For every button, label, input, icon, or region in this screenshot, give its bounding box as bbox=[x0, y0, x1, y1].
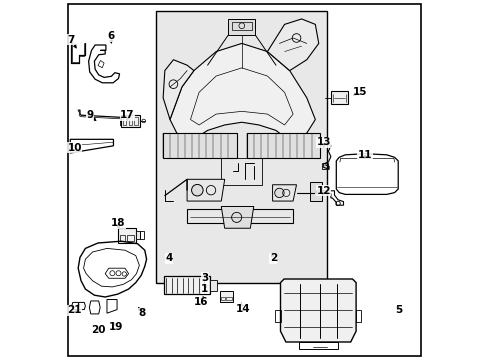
Polygon shape bbox=[267, 19, 318, 71]
Text: 18: 18 bbox=[110, 218, 125, 228]
Bar bbox=[156, 11, 326, 283]
Text: 7: 7 bbox=[67, 35, 75, 45]
Text: 1: 1 bbox=[201, 284, 208, 294]
Polygon shape bbox=[136, 231, 140, 239]
Polygon shape bbox=[170, 44, 315, 141]
Text: 6: 6 bbox=[107, 31, 115, 41]
Text: 9: 9 bbox=[86, 110, 93, 120]
Polygon shape bbox=[163, 133, 236, 158]
Text: 16: 16 bbox=[193, 297, 207, 307]
Polygon shape bbox=[187, 179, 224, 201]
Text: 11: 11 bbox=[357, 150, 371, 160]
Circle shape bbox=[191, 184, 203, 196]
Polygon shape bbox=[330, 91, 347, 104]
Circle shape bbox=[274, 188, 284, 198]
Text: 17: 17 bbox=[120, 110, 135, 120]
Text: 14: 14 bbox=[235, 303, 249, 314]
Polygon shape bbox=[121, 115, 140, 127]
Polygon shape bbox=[210, 280, 216, 291]
Text: 4: 4 bbox=[165, 253, 172, 264]
Polygon shape bbox=[221, 207, 253, 228]
Polygon shape bbox=[163, 276, 210, 294]
Circle shape bbox=[239, 23, 244, 29]
Text: 21: 21 bbox=[67, 305, 81, 315]
Polygon shape bbox=[228, 19, 255, 35]
Text: 3: 3 bbox=[201, 273, 208, 283]
Text: 10: 10 bbox=[67, 143, 81, 153]
Text: 5: 5 bbox=[395, 305, 402, 315]
Text: 2: 2 bbox=[269, 253, 276, 264]
Text: 15: 15 bbox=[352, 87, 366, 97]
Polygon shape bbox=[246, 133, 320, 158]
Polygon shape bbox=[280, 279, 355, 342]
Text: 8: 8 bbox=[138, 308, 145, 318]
Text: 20: 20 bbox=[91, 325, 106, 335]
Polygon shape bbox=[220, 291, 232, 302]
Polygon shape bbox=[309, 182, 322, 201]
Text: 19: 19 bbox=[108, 321, 122, 332]
Text: 13: 13 bbox=[316, 137, 330, 147]
Polygon shape bbox=[118, 228, 136, 243]
Circle shape bbox=[231, 212, 241, 222]
Text: 12: 12 bbox=[316, 186, 330, 196]
Polygon shape bbox=[163, 60, 194, 120]
